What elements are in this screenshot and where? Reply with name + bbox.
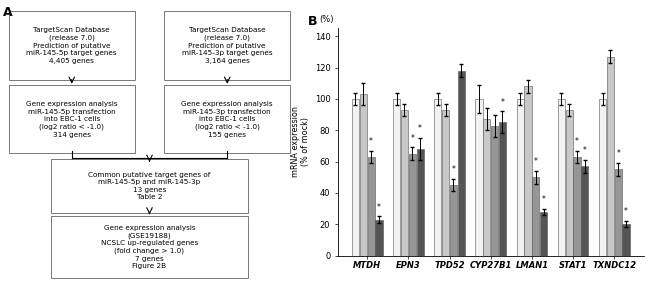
- Bar: [359, 94, 367, 256]
- Bar: [442, 110, 449, 256]
- Text: Gene expression analysis
miR-145-5p transfection
into EBC-1 cells
(log2 ratio < : Gene expression analysis miR-145-5p tran…: [26, 101, 118, 137]
- Text: Gene expression analysis
miR-145-3p transfection
into EBC-1 cells
(log2 ratio < : Gene expression analysis miR-145-3p tran…: [181, 101, 273, 137]
- Bar: [352, 99, 359, 256]
- Bar: [615, 170, 622, 256]
- Bar: [375, 220, 383, 256]
- Bar: [525, 86, 532, 256]
- FancyBboxPatch shape: [51, 159, 248, 213]
- Bar: [450, 185, 457, 256]
- Bar: [532, 177, 540, 256]
- Text: B: B: [307, 15, 317, 28]
- Bar: [573, 157, 580, 256]
- Text: *: *: [624, 207, 628, 216]
- Bar: [458, 71, 465, 256]
- Bar: [409, 154, 416, 256]
- Bar: [623, 224, 630, 256]
- Bar: [517, 99, 524, 256]
- Text: *: *: [500, 98, 504, 107]
- Text: TargetScan Database
(release 7.0)
Prediction of putative
miR-145-3p target genes: TargetScan Database (release 7.0) Predic…: [182, 27, 272, 64]
- Bar: [499, 122, 506, 256]
- Text: TargetScan Database
(release 7.0)
Prediction of putative
miR-145-5p target genes: TargetScan Database (release 7.0) Predic…: [27, 27, 117, 64]
- Bar: [393, 99, 400, 256]
- Bar: [475, 99, 482, 256]
- Bar: [401, 110, 408, 256]
- Bar: [491, 126, 499, 256]
- Text: *: *: [541, 195, 545, 204]
- Text: *: *: [583, 146, 587, 155]
- FancyBboxPatch shape: [9, 85, 135, 153]
- Text: *: *: [616, 149, 620, 158]
- Text: *: *: [369, 137, 373, 146]
- Bar: [581, 166, 588, 256]
- Bar: [606, 57, 614, 256]
- Bar: [483, 119, 491, 256]
- Text: A: A: [3, 6, 12, 19]
- Bar: [566, 110, 573, 256]
- Bar: [599, 99, 606, 256]
- FancyBboxPatch shape: [164, 85, 290, 153]
- Text: *: *: [575, 137, 579, 146]
- Bar: [558, 99, 565, 256]
- Text: *: *: [452, 165, 456, 174]
- FancyBboxPatch shape: [164, 11, 290, 80]
- Text: *: *: [377, 203, 381, 212]
- Bar: [367, 157, 375, 256]
- FancyBboxPatch shape: [51, 216, 248, 278]
- Y-axis label: mRNA expression
(% of mock): mRNA expression (% of mock): [291, 106, 311, 178]
- Text: (%): (%): [320, 15, 334, 24]
- Text: *: *: [534, 157, 538, 166]
- Bar: [434, 99, 441, 256]
- FancyBboxPatch shape: [9, 11, 135, 80]
- Bar: [540, 212, 547, 256]
- Text: Gene expression analysis
(GSE19188)
NCSLC up-regulated genes
(fold change > 1.0): Gene expression analysis (GSE19188) NCSL…: [101, 225, 198, 269]
- Text: *: *: [418, 124, 422, 133]
- Bar: [417, 149, 424, 256]
- Text: Common putative target genes of
miR-145-5p and miR-145-3p
13 genes
Table 2: Common putative target genes of miR-145-…: [88, 172, 211, 200]
- Text: *: *: [410, 134, 414, 143]
